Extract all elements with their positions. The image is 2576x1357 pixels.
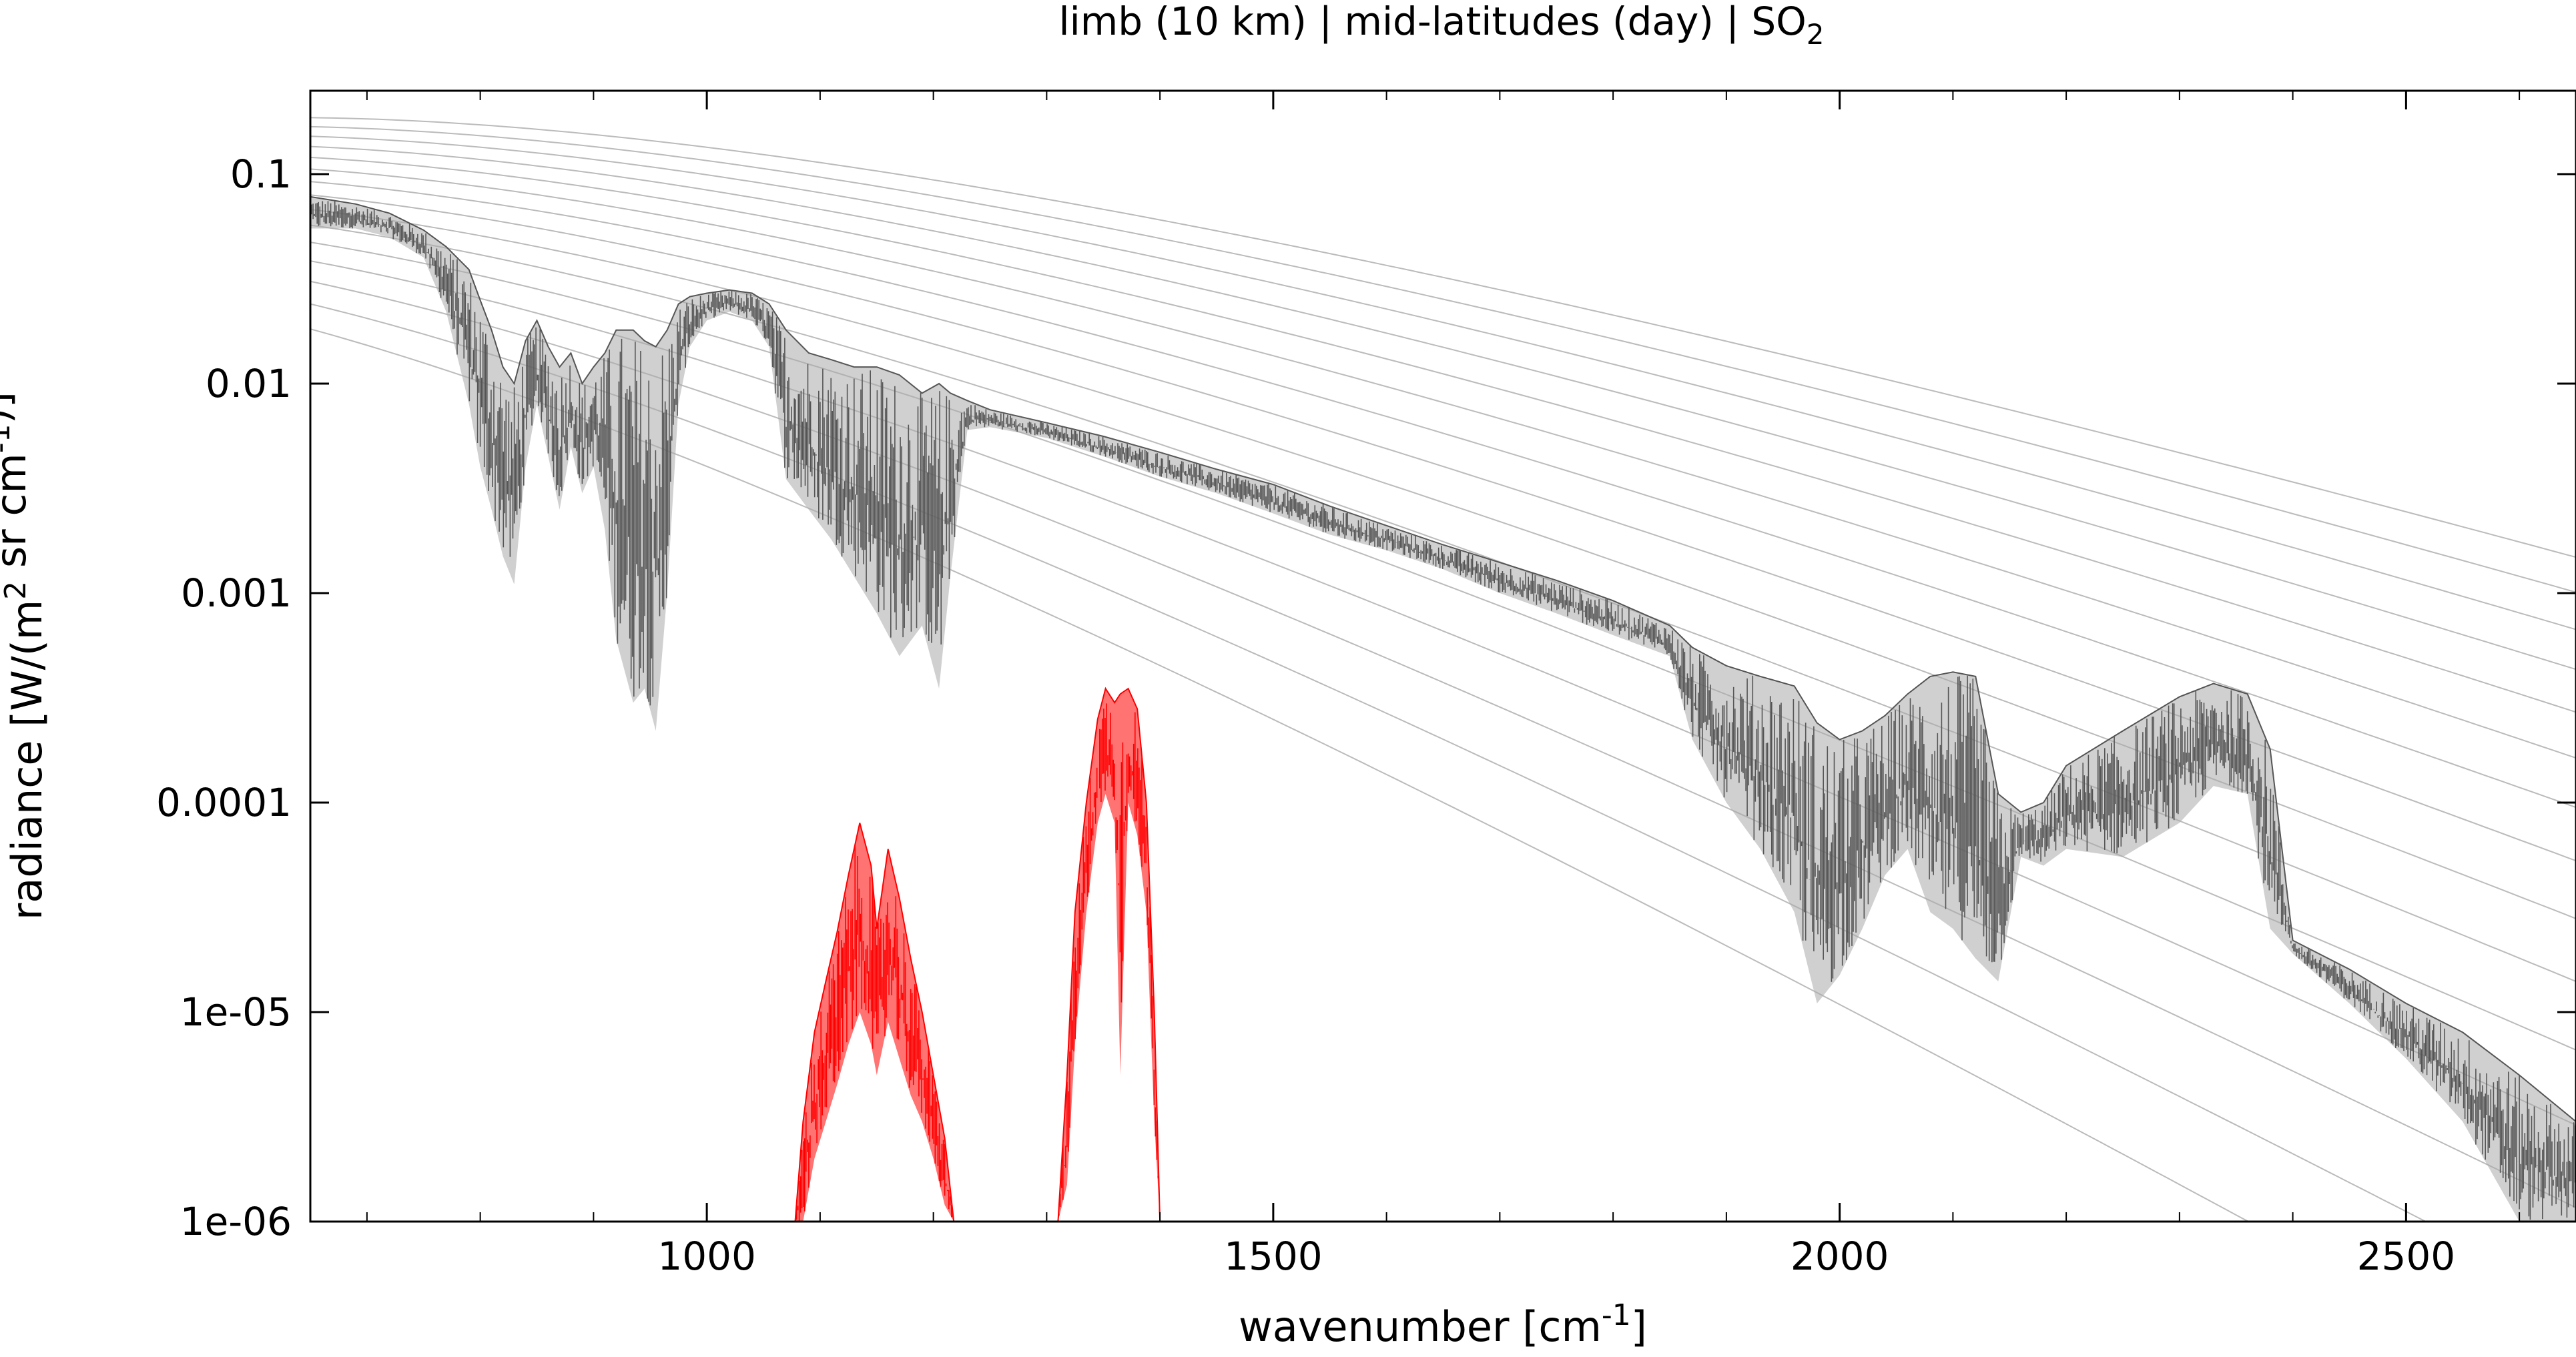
axis-ticks: 1000 1500 2000 2500 0.1 0.01 0.001 0.0001 1e-05 1… (156, 91, 2576, 1279)
y-tick-label-1e-06: 1e-06 (180, 1199, 292, 1244)
total-radiance-upper-line (310, 195, 2576, 1122)
so2-radiance-upper-line (794, 687, 1161, 1222)
planck-curve-320 (310, 117, 2576, 558)
total-radiance-series (310, 195, 2576, 1222)
planck-curve-270 (310, 168, 2576, 759)
planck-curve-180 (310, 328, 2250, 1222)
planck-curve-260 (310, 181, 2576, 809)
x-tick-label-2500: 2500 (2357, 1234, 2456, 1279)
planck-curve-300 (310, 135, 2576, 630)
planck-curve-190 (310, 303, 2428, 1222)
x-tick-label-1000: 1000 (657, 1234, 756, 1279)
x-tick-label-1500: 1500 (1224, 1234, 1323, 1279)
planck-curve-310 (310, 125, 2576, 593)
y-tick-label-0.1: 0.1 (230, 151, 292, 197)
y-tick-label-0.01: 0.01 (206, 361, 292, 406)
chart-title: limb (10 km) | mid-latitudes (day) | SO2 (1058, 0, 1824, 51)
planck-curve-200 (310, 280, 2576, 1209)
so2-radiance-series (794, 687, 1161, 1222)
y-tick-label-1e-05: 1e-05 (180, 989, 292, 1035)
total-radiance-envelope (310, 196, 2576, 1222)
y-tick-label-0.001: 0.001 (181, 570, 292, 616)
so2-radiance-envelope (795, 689, 1161, 1222)
y-axis-title: radiance [W/(m2 sr cm-1)] (0, 392, 51, 920)
planck-curve-290 (310, 145, 2576, 670)
planck-curve-210 (310, 260, 2576, 1126)
so2-radiance-lines (795, 703, 1161, 1221)
planck-curve-280 (310, 156, 2576, 713)
x-tick-label-2000: 2000 (1791, 1234, 1889, 1279)
total-radiance-lines (310, 201, 2576, 1220)
plot-frame (309, 89, 2576, 1223)
x-axis-title: wavenumber [cm-1] (1239, 1298, 1647, 1351)
y-tick-label-0.0001: 0.0001 (156, 780, 292, 825)
